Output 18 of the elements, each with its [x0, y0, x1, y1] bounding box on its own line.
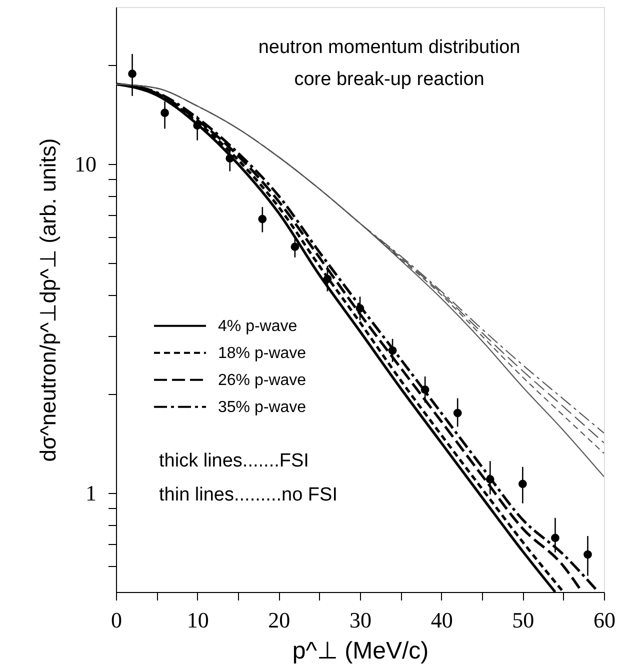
- x-tick-label: 40: [430, 608, 453, 632]
- annotation: thick lines.......FSI: [159, 450, 309, 472]
- legend-label: 26% p-wave: [218, 372, 306, 389]
- x-tick-label: 50: [512, 608, 534, 632]
- x-tick-label: 10: [186, 608, 209, 632]
- x-tick-label: 30: [350, 608, 372, 632]
- legend-label: 4% p-wave: [218, 318, 298, 335]
- x-tick-label: 0: [111, 608, 122, 632]
- y-axis-title: dσ^neutron/p^⊥dp^⊥ (arb. units): [36, 138, 60, 462]
- x-axis-title: p^⊥ (MeV/c): [292, 638, 429, 664]
- legend-label: 35% p-wave: [218, 398, 306, 416]
- x-tick-label: 60: [594, 608, 616, 632]
- y-tick-label: 1: [86, 480, 96, 506]
- legend-label: 18% p-wave: [218, 344, 306, 362]
- x-tick-label: 20: [268, 608, 290, 632]
- text: core break-up reaction: [294, 69, 484, 90]
- text: neutron momentum distribution: [258, 37, 520, 58]
- annotation: thin lines.........no FSI: [159, 484, 338, 506]
